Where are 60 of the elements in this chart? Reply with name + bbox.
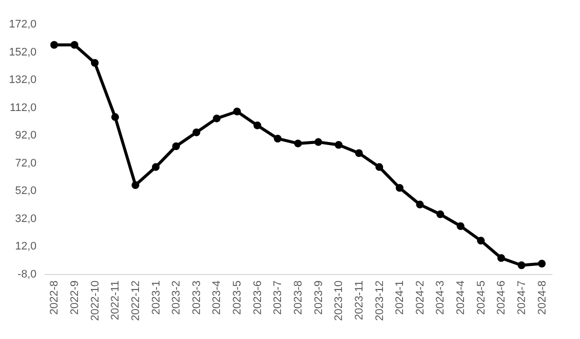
x-tick-label: 2024-8 bbox=[536, 280, 548, 315]
point bbox=[253, 122, 262, 130]
y-tick-label: 152,0 bbox=[8, 46, 36, 58]
point bbox=[294, 140, 302, 148]
point bbox=[172, 142, 180, 150]
y-tick-label: 12,0 bbox=[15, 240, 36, 253]
y-tick-label: 32,0 bbox=[15, 212, 36, 225]
x-tick-label: 2024-1 bbox=[394, 280, 406, 315]
point bbox=[334, 140, 343, 149]
x-tick-label: 2023-10 bbox=[333, 280, 346, 321]
point bbox=[132, 181, 140, 189]
y-tick-label: 112,0 bbox=[10, 102, 36, 114]
x-tick-label: 2023-6 bbox=[252, 280, 264, 315]
point bbox=[375, 163, 384, 171]
point bbox=[233, 108, 241, 116]
x-tick-label: 2023-1 bbox=[150, 280, 162, 315]
x-tick-label: 2023-12 bbox=[374, 280, 386, 321]
point bbox=[497, 254, 506, 262]
point bbox=[192, 128, 200, 136]
point bbox=[477, 236, 485, 245]
x-tick-label: 2024-4 bbox=[455, 280, 468, 315]
x-tick-label: 2023-7 bbox=[272, 280, 284, 315]
x-tick-label: 2023-4 bbox=[211, 280, 224, 315]
x-tick-label: 2022-9 bbox=[68, 280, 81, 315]
x-tick-label: 2023-11 bbox=[353, 280, 366, 320]
point bbox=[212, 114, 221, 122]
point bbox=[152, 163, 160, 171]
point bbox=[70, 40, 78, 49]
point bbox=[518, 261, 526, 270]
point bbox=[355, 149, 363, 158]
x-tick-label: 2023-3 bbox=[190, 280, 203, 315]
x-tick-label: 2024-6 bbox=[496, 280, 508, 315]
point bbox=[456, 222, 464, 230]
point bbox=[274, 134, 282, 142]
point bbox=[111, 113, 119, 121]
x-tick-label: 2022-11 bbox=[110, 280, 122, 320]
x-tick-label: 2023-5 bbox=[232, 280, 244, 315]
x-tick-label: 2023-8 bbox=[292, 280, 304, 315]
point bbox=[416, 200, 424, 208]
point bbox=[314, 138, 322, 146]
point bbox=[90, 59, 99, 67]
y-tick-label: 72,0 bbox=[15, 157, 36, 170]
point bbox=[50, 40, 58, 49]
x-tick-label: 2024-7 bbox=[516, 280, 528, 315]
x-tick-label: 2022-8 bbox=[48, 280, 61, 315]
x-tick-label: 2024-2 bbox=[414, 280, 426, 315]
y-tick-label: 172,0 bbox=[8, 18, 36, 30]
point bbox=[396, 184, 404, 192]
y-tick-label: 52,0 bbox=[15, 185, 36, 198]
x-tick-label: 2023-9 bbox=[312, 280, 325, 315]
point bbox=[436, 210, 444, 218]
y-tick-label: 92,0 bbox=[15, 130, 36, 142]
x-tick-label: 2022-10 bbox=[89, 280, 102, 321]
y-tick-label: 132,0 bbox=[8, 74, 36, 86]
y-tick-label: -8,0 bbox=[18, 268, 36, 280]
x-tick-label: 2023-2 bbox=[170, 280, 183, 315]
x-tick-label: 2024-5 bbox=[475, 280, 488, 315]
x-tick-label: 2022-12 bbox=[130, 280, 142, 321]
point bbox=[538, 260, 546, 268]
x-tick-label: 2024-3 bbox=[434, 280, 447, 315]
